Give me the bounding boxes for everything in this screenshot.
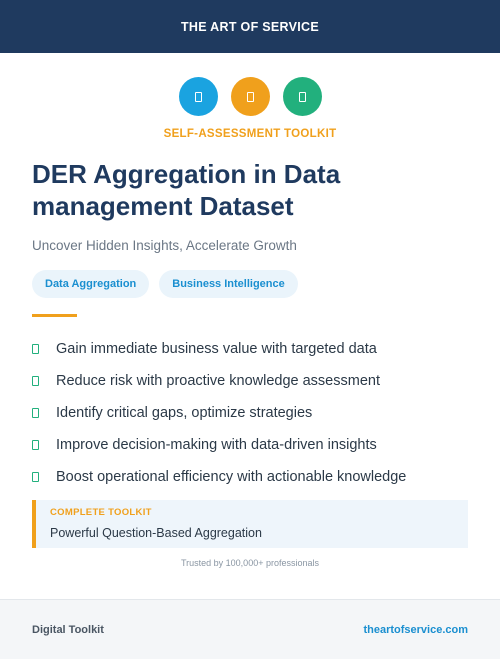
page-title: DER Aggregation in Data management Datas… xyxy=(32,159,341,221)
toolkit-callout: COMPLETE TOOLKIT Powerful Question-Based… xyxy=(32,500,468,548)
icon-row xyxy=(0,77,500,116)
document-icon xyxy=(178,77,218,116)
footer-bar: Digital Toolkit theartofservice.com xyxy=(0,599,500,659)
callout-text: Powerful Question-Based Aggregation xyxy=(50,526,262,540)
kicker-label: SELF-ASSESSMENT TOOLKIT xyxy=(163,128,337,140)
tag-business-intelligence: Business Intelligence xyxy=(159,270,298,298)
feature-item: Boost operational efficiency with action… xyxy=(32,461,406,493)
feature-list: Gain immediate business value with targe… xyxy=(32,333,406,493)
header-bar: THE ART OF SERVICE xyxy=(0,0,500,53)
checkbox-icon xyxy=(32,472,39,482)
document-icon xyxy=(282,77,322,116)
feature-item: Reduce risk with proactive knowledge ass… xyxy=(32,365,406,397)
feature-item: Gain immediate business value with targe… xyxy=(32,333,406,365)
tag-data-aggregation: Data Aggregation xyxy=(32,270,150,298)
checkbox-icon xyxy=(32,408,39,418)
accent-divider xyxy=(32,314,77,317)
feature-item: Identify critical gaps, optimize strateg… xyxy=(32,397,406,429)
checkbox-icon xyxy=(32,376,39,386)
brand-name: THE ART OF SERVICE xyxy=(180,19,320,34)
document-icon xyxy=(230,77,270,116)
callout-label: COMPLETE TOOLKIT xyxy=(50,507,152,518)
checkbox-icon xyxy=(32,440,39,450)
checkbox-icon xyxy=(32,344,39,354)
trusted-note: Trusted by 100,000+ professionals xyxy=(180,558,319,568)
website-link[interactable]: theartofservice.com xyxy=(363,623,468,636)
footer-label: Digital Toolkit xyxy=(32,623,104,636)
tag-list: Data Aggregation Business Intelligence xyxy=(32,270,298,298)
feature-item: Improve decision-making with data-driven… xyxy=(32,429,406,461)
subtitle: Uncover Hidden Insights, Accelerate Grow… xyxy=(32,238,297,253)
